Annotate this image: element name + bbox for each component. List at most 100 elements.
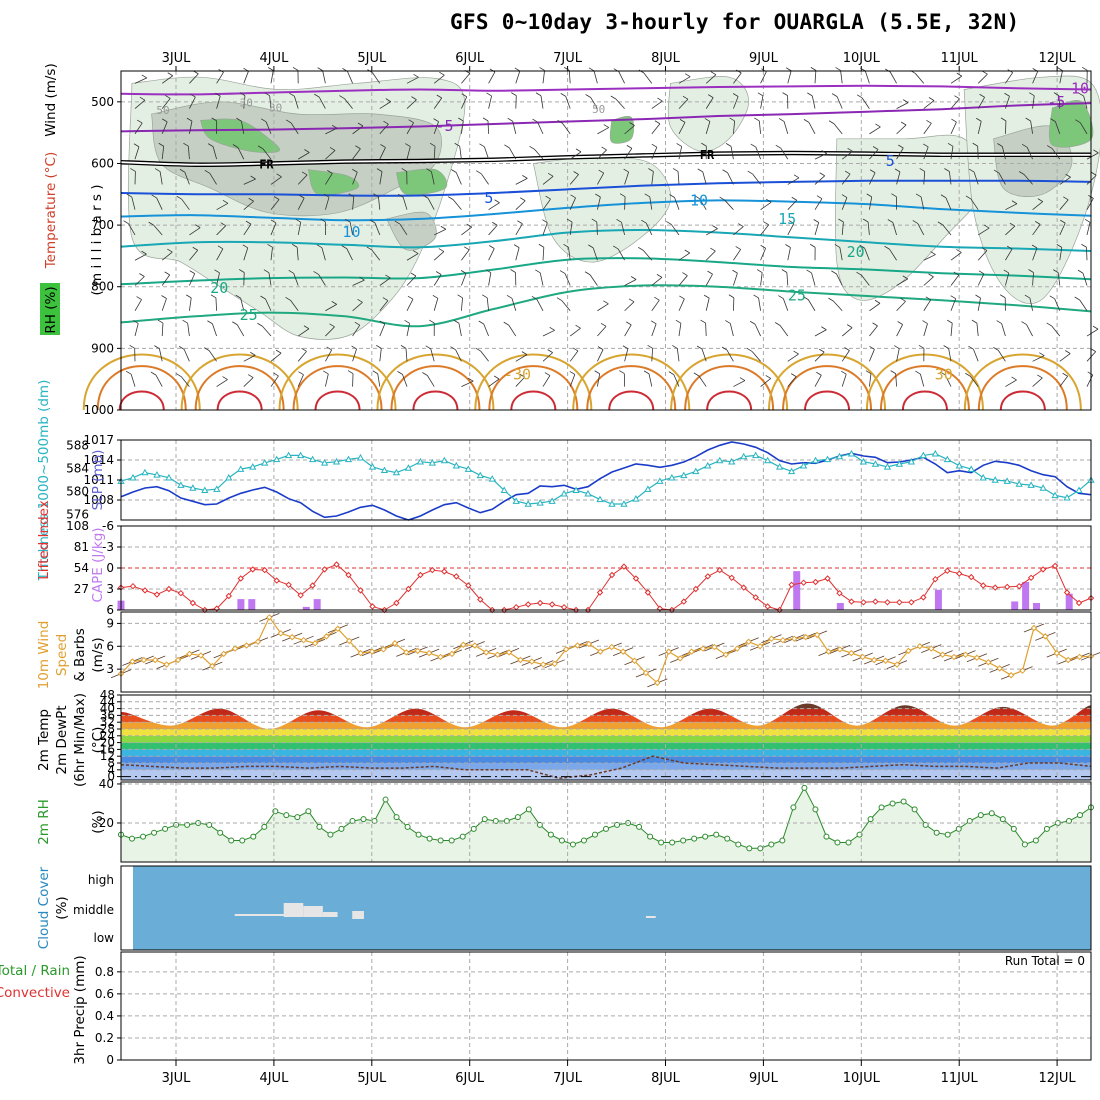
thickness-marker bbox=[237, 465, 245, 472]
wind-barb-flag bbox=[382, 297, 389, 301]
wind-barb-flag bbox=[676, 143, 682, 147]
wind-barb-flag bbox=[239, 269, 245, 273]
cloud-block bbox=[352, 911, 364, 919]
wind-barb bbox=[512, 121, 517, 134]
wind-barb-flag bbox=[900, 121, 907, 126]
wind-barb bbox=[597, 149, 607, 160]
lifted-marker bbox=[165, 585, 173, 593]
lifted-marker bbox=[608, 571, 616, 579]
wind-barb-flag bbox=[1062, 372, 1068, 377]
wind-speed-marker bbox=[928, 645, 935, 652]
thickness-marker bbox=[308, 455, 317, 463]
wind-barb bbox=[322, 70, 326, 84]
lifted-marker bbox=[884, 599, 891, 606]
wind-barb-flag bbox=[610, 95, 617, 100]
wind-barb-flag bbox=[464, 246, 470, 251]
wind-barb bbox=[216, 72, 224, 84]
wind-barb-flag bbox=[831, 270, 837, 275]
wind-barb bbox=[869, 325, 878, 337]
wind-barb-flag bbox=[953, 271, 960, 276]
rh-marker bbox=[746, 845, 753, 852]
wind-speed-marker bbox=[608, 643, 615, 651]
wind-barb-flag bbox=[404, 319, 410, 324]
wind-barb bbox=[705, 298, 710, 311]
wind-barb-flag bbox=[897, 321, 903, 325]
wind-barb-flag bbox=[922, 320, 928, 324]
wind-speed-marker bbox=[654, 679, 661, 687]
wind-barb bbox=[430, 348, 435, 362]
wind-barb bbox=[915, 73, 925, 84]
wind-barb-flag bbox=[869, 345, 875, 350]
lifted-marker bbox=[249, 566, 256, 573]
lifted-marker bbox=[716, 566, 723, 574]
wind-barb bbox=[155, 374, 163, 387]
wind-barb-flag bbox=[603, 300, 609, 305]
wind-barb-flag bbox=[141, 250, 147, 255]
wind-barb bbox=[896, 124, 907, 135]
wind-speed-marker bbox=[288, 633, 296, 641]
wind-speed-marker bbox=[779, 636, 787, 644]
wind-barb-flag bbox=[890, 370, 896, 374]
thickness-marker bbox=[440, 456, 448, 464]
wind-barb-flag bbox=[215, 92, 221, 97]
wind-speed-marker bbox=[460, 641, 467, 648]
wind-barb-flag bbox=[439, 71, 445, 76]
wind-barb-flag bbox=[841, 370, 847, 375]
lifted-marker bbox=[596, 589, 604, 596]
rh-marker bbox=[1032, 837, 1039, 844]
slp-line bbox=[120, 441, 1092, 521]
wind-barb bbox=[944, 374, 952, 387]
wind-barb bbox=[592, 247, 598, 261]
wind-barb bbox=[325, 150, 336, 160]
lifted-marker bbox=[1003, 583, 1011, 591]
wind-barb-flag bbox=[323, 370, 329, 375]
wind-barb-flag bbox=[654, 120, 661, 125]
wind-barb-flag bbox=[862, 218, 869, 223]
wind-barb-flag bbox=[803, 119, 810, 123]
wind-barb bbox=[161, 121, 168, 135]
wind-barb-flag bbox=[841, 194, 848, 198]
wind-barb-flag bbox=[529, 145, 535, 150]
wind-speed-marker bbox=[585, 640, 593, 648]
warm-arc bbox=[510, 390, 557, 411]
wind-barb bbox=[568, 247, 571, 261]
wind-barb-flag bbox=[912, 220, 918, 224]
rh-marker bbox=[988, 810, 995, 817]
wind-barb bbox=[896, 171, 901, 185]
wind-barb bbox=[561, 300, 571, 312]
wind-barb-flag bbox=[732, 93, 739, 97]
wind-barb bbox=[977, 146, 979, 160]
wind-barb bbox=[977, 250, 988, 261]
wind-barb bbox=[433, 298, 439, 311]
wind-barb-flag bbox=[732, 269, 738, 274]
wind-barb bbox=[624, 348, 629, 362]
wind-barb-flag bbox=[619, 193, 626, 198]
wind-frame bbox=[120, 611, 1092, 693]
wind-barb bbox=[896, 348, 900, 362]
dewpoint-series bbox=[120, 755, 1092, 780]
rh-marker bbox=[801, 784, 808, 791]
wind-barb-flag bbox=[978, 270, 985, 275]
rh-marker bbox=[911, 806, 918, 813]
wind-barb bbox=[643, 250, 653, 261]
wind-barb bbox=[760, 95, 764, 109]
rh-blob bbox=[385, 211, 437, 251]
wind-barb bbox=[515, 223, 523, 236]
wind-barb-flag bbox=[250, 175, 256, 180]
wind-barb-flag bbox=[150, 371, 157, 376]
cape-bar bbox=[934, 589, 942, 610]
wind-barb bbox=[977, 297, 981, 311]
wind-barb-flag bbox=[506, 294, 513, 299]
wind-barb-flag bbox=[303, 325, 310, 330]
wind-barb bbox=[896, 324, 903, 337]
isotherm-label: 15 bbox=[778, 210, 796, 228]
wind-barb-flag bbox=[359, 276, 365, 281]
warm-arc bbox=[804, 390, 851, 411]
wind-barb bbox=[760, 248, 767, 261]
thickness-marker bbox=[775, 463, 784, 470]
wind-barb bbox=[651, 147, 658, 160]
lifted-marker bbox=[273, 577, 280, 584]
temperature-tick-label: 40 bbox=[100, 702, 115, 716]
wind-barb bbox=[352, 196, 355, 210]
wind-barb bbox=[1059, 375, 1068, 387]
